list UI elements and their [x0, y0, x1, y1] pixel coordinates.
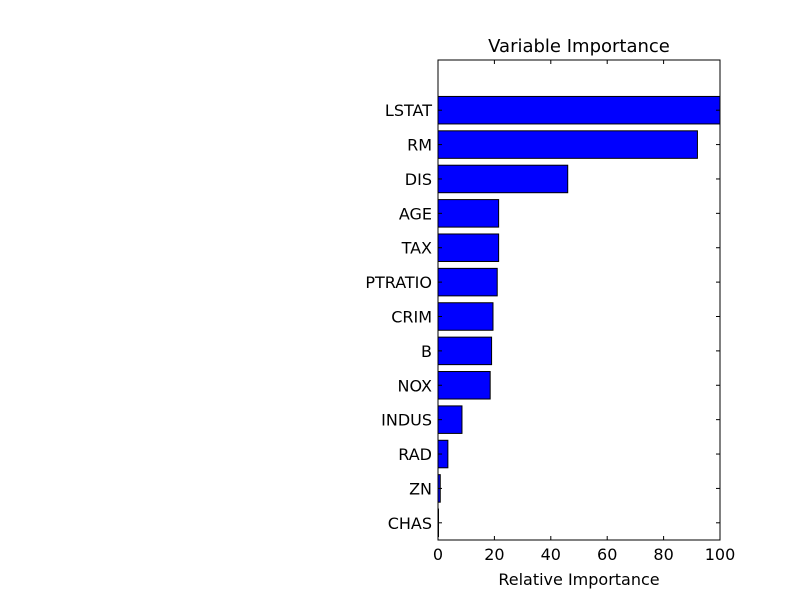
- y-tick-label: INDUS: [381, 411, 432, 430]
- bar-lstat: [437, 95, 721, 125]
- bar-age: [437, 199, 500, 228]
- x-tick-label: 80: [653, 545, 673, 564]
- y-tick-label: PTRATIO: [365, 273, 432, 292]
- y-tick-label: B: [421, 342, 432, 361]
- x-axis: 0 20 40 60 80 100: [433, 60, 735, 564]
- y-tick-label: DIS: [405, 170, 432, 189]
- y-tick-label: LSTAT: [385, 101, 432, 120]
- x-tick-label: 40: [541, 545, 561, 564]
- bar-crim: [437, 302, 494, 331]
- bar-b: [437, 336, 493, 366]
- plot-frame: [437, 59, 721, 541]
- x-axis-label: Relative Importance: [498, 570, 659, 589]
- bars-group: [437, 95, 721, 538]
- y-tick-label: CRIM: [391, 308, 432, 327]
- x-tick-label: 20: [484, 545, 504, 564]
- bar-nox: [437, 371, 491, 400]
- y-tick-label: AGE: [399, 204, 432, 223]
- bar-rm: [437, 130, 698, 159]
- y-tick-label: CHAS: [388, 514, 432, 533]
- x-tick-label: 100: [705, 545, 736, 564]
- y-axis: LSTAT RM DIS AGE TAX PTRATIO CRIM B NOX INDUS RAD Z…: [365, 101, 720, 533]
- bar-tax: [437, 233, 500, 262]
- y-tick-label: NOX: [398, 376, 433, 395]
- y-tick-label: RM: [407, 136, 432, 155]
- x-tick-label: 0: [433, 545, 443, 564]
- y-tick-label: ZN: [409, 479, 432, 498]
- y-tick-label: TAX: [401, 239, 432, 258]
- bar-dis: [437, 164, 569, 194]
- bar-ptratio: [437, 267, 498, 297]
- x-tick-label: 60: [597, 545, 617, 564]
- chart-title: Variable Importance: [488, 36, 670, 57]
- y-tick-label: RAD: [398, 445, 432, 464]
